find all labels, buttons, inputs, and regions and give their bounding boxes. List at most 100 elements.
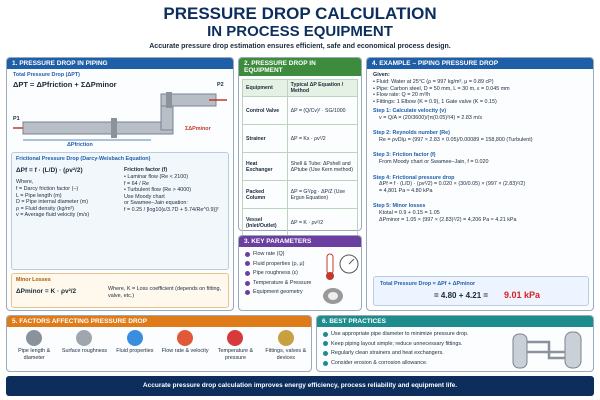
equation-cell: Shell & Tube: ΔPshell and ΔPtube (Use Ke… (286, 152, 359, 181)
panel-practices: 6. BEST PRACTICES Use appropriate pipe d… (316, 315, 594, 372)
result: 9.01 kPa (504, 290, 541, 300)
definition-list: f = Darcy friction factor (–) L = Pipe le… (16, 186, 116, 219)
step-line: v = Q/A = (20/3600)/(π(0.05)²/4) = 2.83 … (379, 114, 483, 121)
bullet (245, 290, 250, 296)
parameter: Temperature & Pressure (253, 279, 312, 286)
factor-label: Flow rate & velocity (161, 348, 209, 354)
step-line: From Moody chart or Swamee–Jain, f = 0.0… (379, 158, 489, 165)
factor: Surface roughness (59, 329, 109, 371)
parameter: Flow rate (Q) (253, 251, 285, 257)
factor: Fluid properties (110, 329, 160, 371)
parameter-row: Fluid properties (ρ, μ) (245, 261, 315, 268)
box-title: Friction factor (f) (124, 167, 168, 173)
step: Step 1: Calculate velocity (v) v = Q/A = … (373, 108, 589, 121)
bullet (245, 251, 250, 257)
where: Where, (16, 179, 34, 185)
minor-box: Minor Losses ΔPminor = K · ρv²/2 Where, … (11, 273, 229, 308)
equation-cell: ΔP = K · ρv²/2 (286, 208, 359, 237)
pipe-diagram (13, 92, 227, 141)
label: P2 (217, 82, 224, 88)
factor-icon (126, 330, 143, 346)
step: Step 4: Frictional pressure drop ΔPf = f … (373, 175, 589, 195)
factor-line: • Laminar flow (Re < 2100) (124, 174, 189, 180)
factor-icon (227, 330, 244, 346)
table-row: Packed Column ΔP = G²/ρg · ΔP/Z (Use Ergu… (242, 180, 359, 209)
equation: ΔPT = ΔPfriction + ΣΔPminor (13, 80, 117, 89)
step-title: Step 4: Frictional pressure drop (373, 174, 455, 181)
parameter-row: Flow rate (Q) (245, 251, 315, 258)
bullet (245, 270, 250, 276)
factor-label: Pipe length & diameter (18, 348, 51, 361)
equation-cell: ΔP = (Q/Cv)² · SG/1000 (286, 96, 359, 125)
factor-line: f = 64 / Re (124, 180, 150, 187)
panel-heading: 2. PRESSURE DROP IN EQUIPMENT (239, 58, 361, 76)
label: ΔPfriction (67, 142, 93, 148)
column-header: Equipment (242, 79, 288, 97)
factor-label: Temperature & pressure (217, 348, 254, 361)
table-row: Heat Exchanger Shell & Tube: ΔPshell and … (242, 152, 359, 181)
total-box: Total Pressure Drop = ΔPf + ΔPminor = 4.… (373, 276, 589, 306)
box-title: Minor Losses (16, 277, 51, 283)
step-title: Step 2: Reynolds number (Re) (373, 130, 450, 137)
step-line: = 4,801 Pa ≈ 4.80 kPa (379, 187, 433, 194)
given-line: • Fittings: 1 Elbow (K = 0.9), 1 Gate va… (373, 98, 497, 105)
step-title: Step 5: Minor losses (373, 203, 426, 210)
given-line: • Flow rate: Q = 20 m³/h (373, 92, 431, 99)
equation: ΔPminor = K · ρv²/2 (16, 288, 77, 295)
factor: Flow rate & velocity (160, 329, 210, 371)
equipment-cell: Vessel (Inlet/Outlet) (242, 208, 288, 237)
practice-row: Keep piping layout simple; reduce unnece… (323, 341, 503, 348)
parameter: Pipe roughness (ε) (253, 270, 298, 277)
definition: ρ = Fluid density (kg/m³) (16, 205, 75, 212)
equation: = 4.80 + 4.21 = (434, 291, 489, 300)
panel-heading: 3. KEY PARAMETERS (239, 236, 361, 247)
panel-heading: 1. PRESSURE DROP IN PIPING (7, 58, 233, 69)
frictional-box: Frictional Pressure Drop (Darcy-Weisbach… (11, 152, 229, 270)
factor-line: Use Moody chart (124, 193, 165, 200)
step: Step 2: Reynolds number (Re) Re = ρvD/μ =… (373, 130, 589, 143)
label: P1 (13, 116, 20, 122)
factor-line: • Turbulent flow (Re > 4000) (124, 187, 192, 194)
panel-example: 4. EXAMPLE – PIPING PRESSURE DROP Given:… (366, 57, 594, 311)
panel-piping: 1. PRESSURE DROP IN PIPING Total Pressur… (6, 57, 234, 311)
panel-factors: 5. FACTORS AFFECTING PRESSURE DROP Pipe … (6, 315, 312, 372)
factor-line: f = 0.25 / [log10(ε/3.7D + 5.74/Re^0.9)]… (124, 206, 219, 213)
factor-line-list: • Laminar flow (Re < 2100) f = 64 / Re • T… (124, 174, 228, 214)
table-row: Control Valve ΔP = (Q/Cv)² · SG/1000 (242, 96, 359, 125)
equipment-illustration (512, 331, 582, 369)
bullet (323, 341, 328, 347)
bullet (323, 360, 328, 366)
parameter-icons (323, 253, 359, 304)
label: Given: (373, 72, 390, 78)
parameter-row: Equipment geometry (245, 289, 315, 296)
label: Total Pressure Drop = ΔPf + ΔPminor (380, 281, 476, 287)
given-line: • Pipe: Carbon steel, D = 50 mm, L = 30 … (373, 85, 510, 92)
title: IN PROCESS EQUIPMENT (207, 23, 393, 40)
step-line: ΔPf = f · (L/D) · (ρv²/2) = 0.020 × (30/… (379, 181, 526, 188)
step-title: Step 1: Calculate velocity (v) (373, 108, 447, 114)
practice-list: Use appropriate pipe diameter to minimiz… (323, 331, 503, 369)
definition: L = Pipe length (m) (16, 192, 62, 199)
definition: v = Average fluid velocity (m/s) (16, 212, 90, 219)
label: ΣΔPminor (185, 126, 211, 132)
step-title: Step 3: Friction factor (f) (373, 152, 436, 159)
factor: Pipe length & diameter (9, 329, 59, 371)
practice-row: Use appropriate pipe diameter to minimiz… (323, 331, 503, 338)
step-line: Re = ρvD/μ = (997 × 2.83 × 0.05)/0.00089… (379, 136, 533, 143)
where: Where, K = Loss coefficient (depends on … (108, 286, 222, 299)
title: PRESSURE DROP CALCULATION (163, 4, 437, 23)
equation: ΔPf = f · (L/D) · (ρv²/2) (16, 167, 83, 174)
bullet (245, 280, 250, 286)
bullet (323, 331, 328, 337)
parameter-list: Flow rate (Q) Fluid properties (ρ, μ) Pipe… (245, 251, 315, 299)
panel-equipment: 2. PRESSURE DROP IN EQUIPMENT Equipment T… (238, 57, 362, 237)
equipment-cell: Control Valve (242, 96, 288, 125)
practice: Regularly clean strainers and heat excha… (331, 350, 444, 357)
practice: Consider erosion & corrosion allowance. (331, 359, 428, 366)
practice-row: Consider erosion & corrosion allowance. (323, 360, 503, 367)
table-row: Strainer ΔP = Ks · ρv²/2 (242, 124, 359, 153)
parameter-row: Pipe roughness (ε) (245, 270, 315, 277)
equipment-cell: Heat Exchanger (242, 152, 288, 181)
equation-cell: ΔP = Ks · ρv²/2 (286, 124, 359, 153)
panel-heading: 4. EXAMPLE – PIPING PRESSURE DROP (367, 58, 593, 69)
